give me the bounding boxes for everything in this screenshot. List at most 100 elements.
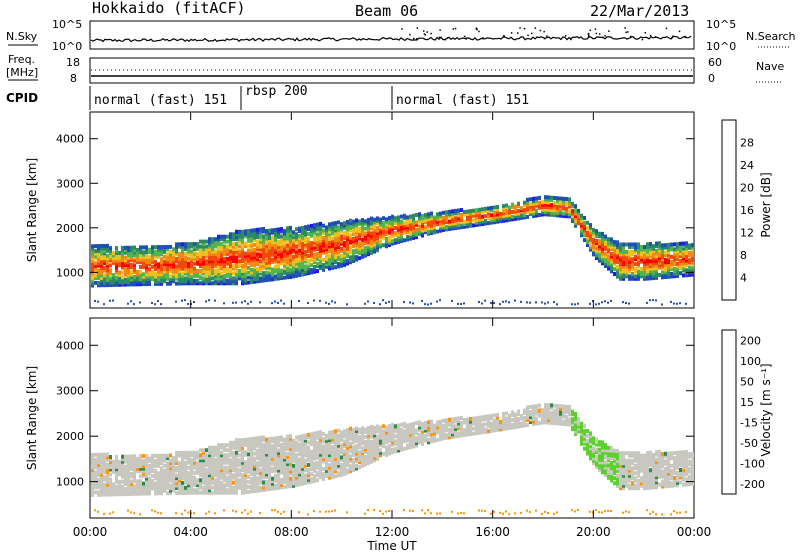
power-cell: [232, 244, 235, 249]
power-cell: [112, 251, 115, 256]
velocity-cell: [274, 456, 277, 461]
nsearch-label: N.Search: [746, 30, 796, 43]
power-cell: [277, 244, 280, 249]
power-cell: [649, 244, 652, 249]
power-cell: [244, 229, 247, 234]
velocity-cell: [271, 461, 274, 466]
power-cell: [517, 213, 520, 218]
velocity-cell: [178, 483, 181, 488]
power-cell: [553, 200, 556, 205]
power-cell: [160, 267, 163, 272]
power-cell: [367, 220, 370, 225]
power-cell: [487, 211, 490, 216]
power-cell: [337, 227, 340, 232]
power-cell: [280, 251, 283, 256]
velocity-cell: [277, 455, 280, 460]
power-cell: [154, 277, 157, 281]
velocity-cell: [136, 464, 139, 469]
power-cell: [379, 303, 381, 306]
power-cell: [655, 268, 658, 273]
velocity-cell: [382, 424, 385, 429]
power-cell: [619, 247, 622, 252]
power-cell: [496, 214, 499, 219]
velocity-cell: [601, 460, 604, 465]
velocity-cell: [445, 418, 448, 423]
velocity-cell: [274, 486, 277, 491]
velocity-cell: [157, 463, 160, 468]
velocity-cell: [292, 471, 295, 476]
velocity-cell: [283, 510, 285, 513]
power-cell: [91, 256, 94, 261]
velocity-cell: [220, 458, 223, 463]
power-cell: [310, 258, 313, 263]
velocity-cell: [124, 469, 127, 474]
velocity-cell: [364, 447, 367, 452]
power-cell: [397, 217, 400, 222]
velocity-cell: [142, 484, 145, 489]
velocity-cell: [331, 472, 334, 477]
velocity-cell: [355, 454, 358, 458]
velocity-cell: [403, 434, 406, 439]
power-cell: [91, 249, 94, 254]
power-cell: [217, 271, 220, 276]
velocity-cell: [301, 471, 304, 476]
velocity-cell: [547, 512, 549, 514]
velocity-cell: [367, 446, 370, 451]
velocity-cell: [313, 444, 316, 448]
power-cell: [298, 236, 301, 241]
power-cell: [436, 219, 439, 224]
power-cell: [157, 252, 160, 257]
velocity-cell: [367, 426, 370, 431]
power-cell: [310, 243, 313, 248]
velocity-cell: [313, 474, 316, 478]
velocity-cell: [382, 451, 385, 456]
power-cell: [385, 219, 388, 224]
velocity-cell: [304, 466, 307, 470]
velocity-cell: [256, 466, 259, 471]
power-cell: [283, 248, 286, 253]
velocity-cell: [316, 430, 319, 435]
velocity-cell: [226, 455, 229, 460]
power-cell: [133, 275, 136, 279]
velocity-cell: [139, 513, 141, 516]
power-cell: [133, 248, 136, 253]
velocity-cell: [109, 487, 112, 492]
power-cell: [361, 223, 364, 227]
velocity-cell: [535, 421, 538, 426]
power-cell: [361, 227, 364, 232]
power-cell: [343, 226, 346, 231]
power-cell: [301, 248, 304, 252]
power-cell: [349, 257, 352, 262]
power-cell: [529, 209, 532, 214]
power-cell: [325, 232, 328, 237]
power-cell: [361, 218, 364, 223]
velocity-cell: [574, 412, 577, 416]
power-cell: [250, 240, 253, 245]
velocity-cell: [97, 482, 100, 487]
power-cell: [568, 214, 571, 219]
power-cell: [199, 264, 202, 269]
power-cell: [334, 223, 337, 228]
velocity-cell: [511, 410, 514, 415]
velocity-cell: [589, 448, 592, 453]
power-cell: [646, 249, 649, 254]
velocity-cell: [598, 457, 601, 462]
velocity-cell: [268, 467, 271, 472]
power-cell: [604, 254, 607, 259]
nsearch-point: [649, 34, 652, 37]
power-cell: [148, 255, 151, 260]
velocity-cell: [334, 444, 337, 449]
power-cell: [283, 229, 286, 234]
velocity-cell: [154, 473, 157, 478]
power-cell: [406, 227, 409, 232]
power-cell: [205, 273, 208, 278]
velocity-cell: [451, 419, 454, 424]
velocity-cell: [244, 477, 247, 482]
power-cell: [382, 221, 385, 226]
velocity-cell: [547, 405, 550, 410]
velocity-cell: [328, 438, 331, 443]
velocity-cell: [364, 460, 367, 464]
power-cell: [400, 236, 403, 241]
velocity-cell: [265, 465, 268, 469]
velocity-cell: [202, 448, 205, 453]
